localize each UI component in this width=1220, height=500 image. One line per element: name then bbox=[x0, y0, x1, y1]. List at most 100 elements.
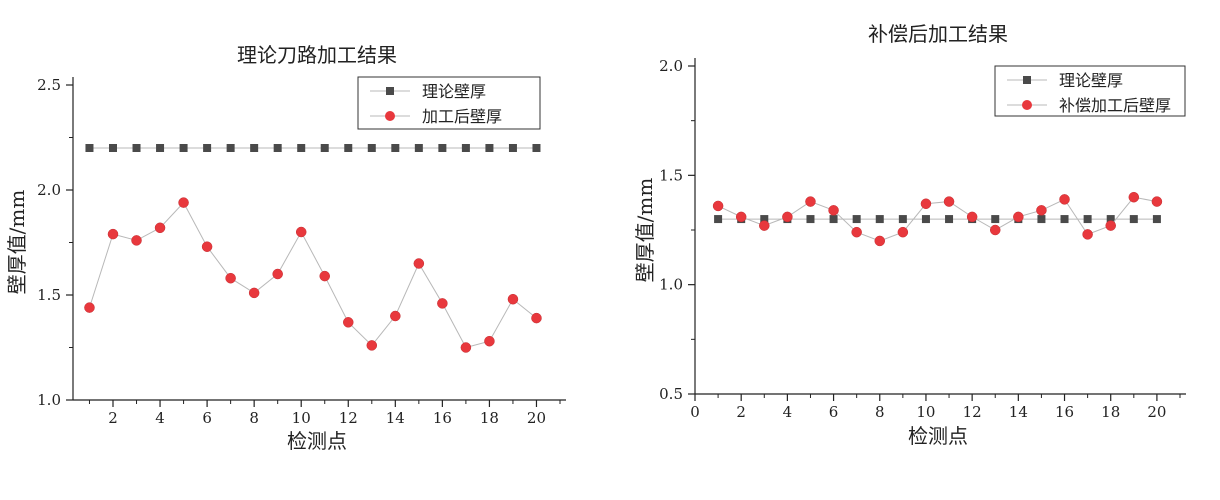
data-point-circle bbox=[1128, 191, 1140, 203]
data-point-circle bbox=[248, 287, 260, 299]
data-point-square bbox=[945, 215, 954, 224]
y-tick-label: 2.5 bbox=[37, 76, 61, 94]
x-tick-label: 16 bbox=[1055, 403, 1074, 421]
legend-marker-square bbox=[386, 87, 394, 95]
y-axis-title: 壁厚值/mm bbox=[5, 190, 29, 295]
data-point-circle bbox=[295, 226, 307, 238]
data-point-circle bbox=[920, 198, 932, 210]
data-point-square bbox=[852, 215, 861, 224]
data-point-square bbox=[344, 144, 353, 152]
legend-label: 理论壁厚 bbox=[1059, 71, 1123, 90]
data-point-square bbox=[414, 144, 423, 152]
data-point-circle bbox=[531, 312, 542, 324]
data-point-circle bbox=[154, 222, 166, 234]
data-point-circle bbox=[225, 272, 236, 284]
legend-marker-circle bbox=[385, 111, 395, 121]
y-tick-label: 1.0 bbox=[37, 391, 61, 409]
x-tick-label: 2 bbox=[736, 403, 746, 421]
y-tick-label: 2.0 bbox=[37, 181, 61, 199]
y-tick-label: 0.5 bbox=[659, 385, 683, 403]
x-axis-title: 检测点 bbox=[287, 429, 347, 453]
data-point-circle bbox=[828, 205, 839, 216]
data-point-circle bbox=[131, 235, 142, 246]
x-tick-label: 6 bbox=[829, 403, 839, 421]
chart-title: 理论刀路加工结果 bbox=[237, 43, 397, 67]
data-point-circle bbox=[897, 226, 909, 238]
data-point-circle bbox=[272, 268, 283, 280]
x-tick-label: 18 bbox=[1101, 403, 1120, 421]
data-point-circle bbox=[343, 317, 354, 328]
data-point-square bbox=[179, 144, 188, 152]
y-tick-label: 1.0 bbox=[659, 276, 683, 294]
data-point-circle bbox=[1059, 194, 1070, 205]
data-point-square bbox=[485, 144, 494, 152]
x-tick-label: 0 bbox=[690, 403, 700, 421]
data-point-square bbox=[273, 144, 282, 152]
data-point-circle bbox=[782, 211, 793, 223]
data-point-square bbox=[1037, 215, 1046, 224]
data-point-circle bbox=[507, 293, 519, 305]
x-tick-label: 4 bbox=[155, 409, 165, 427]
data-point-square bbox=[1152, 215, 1161, 224]
data-point-circle bbox=[319, 270, 330, 282]
data-point-circle bbox=[484, 335, 495, 347]
data-point-square bbox=[85, 144, 94, 152]
data-point-circle bbox=[1036, 205, 1047, 216]
data-point-square bbox=[391, 144, 400, 152]
data-point-square bbox=[250, 144, 259, 152]
data-point-square bbox=[1083, 215, 1092, 224]
data-point-circle bbox=[966, 211, 978, 223]
x-tick-label: 4 bbox=[783, 403, 793, 421]
data-point-square bbox=[714, 215, 723, 224]
data-point-square bbox=[297, 144, 306, 152]
data-point-circle bbox=[437, 298, 448, 309]
data-point-square bbox=[438, 144, 447, 152]
y-axis-title: 壁厚值/mm bbox=[633, 178, 657, 283]
data-point-square bbox=[532, 144, 541, 152]
x-tick-label: 14 bbox=[1009, 403, 1028, 421]
y-tick-label: 2.0 bbox=[659, 57, 683, 75]
data-point-square bbox=[461, 144, 470, 152]
x-tick-label: 14 bbox=[386, 409, 405, 427]
data-point-circle bbox=[989, 224, 1001, 236]
data-point-circle bbox=[851, 226, 862, 238]
data-point-circle bbox=[943, 196, 955, 207]
legend-label: 补偿加工后壁厚 bbox=[1059, 96, 1171, 115]
x-tick-label: 10 bbox=[292, 409, 311, 427]
x-tick-label: 12 bbox=[963, 403, 982, 421]
data-point-square bbox=[1060, 215, 1069, 224]
data-point-square bbox=[156, 144, 165, 152]
data-point-circle bbox=[712, 200, 724, 212]
x-tick-label: 8 bbox=[875, 403, 885, 421]
data-point-circle bbox=[805, 196, 816, 207]
x-tick-label: 10 bbox=[916, 403, 935, 421]
data-point-circle bbox=[84, 302, 95, 313]
data-point-circle bbox=[178, 197, 189, 208]
data-point-circle bbox=[107, 228, 119, 240]
data-point-square bbox=[760, 215, 769, 224]
data-point-circle bbox=[1151, 196, 1163, 207]
legend-marker-square bbox=[1023, 76, 1031, 84]
data-point-square bbox=[203, 144, 212, 152]
data-point-circle bbox=[366, 340, 378, 351]
data-point-circle bbox=[735, 211, 747, 223]
data-point-circle bbox=[460, 342, 472, 353]
data-point-circle bbox=[1013, 211, 1024, 223]
x-tick-label: 16 bbox=[433, 409, 452, 427]
data-point-square bbox=[1106, 215, 1115, 224]
data-point-circle bbox=[390, 310, 401, 322]
data-point-square bbox=[320, 144, 329, 152]
x-tick-label: 12 bbox=[339, 409, 358, 427]
data-point-circle bbox=[1082, 229, 1093, 240]
y-tick-label: 1.5 bbox=[37, 286, 61, 304]
data-point-circle bbox=[413, 258, 425, 269]
series-line bbox=[88, 201, 537, 349]
data-point-circle bbox=[874, 235, 886, 247]
data-point-square bbox=[921, 215, 930, 224]
legend-label: 加工后壁厚 bbox=[422, 107, 502, 126]
data-point-circle bbox=[201, 241, 213, 252]
x-tick-label: 20 bbox=[1147, 403, 1166, 421]
data-point-square bbox=[226, 144, 235, 152]
chart-title: 补偿后加工结果 bbox=[868, 22, 1008, 46]
